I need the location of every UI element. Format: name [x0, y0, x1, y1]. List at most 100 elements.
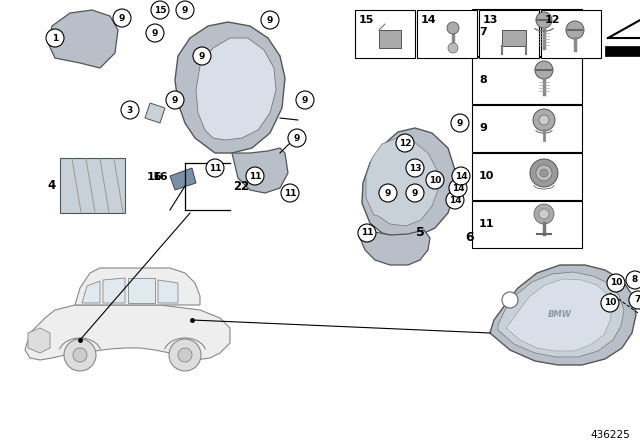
Text: 16: 16 [147, 172, 162, 182]
Circle shape [566, 21, 584, 39]
Text: 7: 7 [479, 27, 486, 37]
Text: 11: 11 [249, 172, 261, 181]
Bar [355, 10, 415, 58]
Polygon shape [82, 281, 100, 303]
Polygon shape [498, 272, 624, 357]
Circle shape [426, 171, 444, 189]
Circle shape [601, 294, 619, 312]
Polygon shape [196, 38, 276, 140]
Text: 9: 9 [267, 16, 273, 25]
Bar [541, 10, 601, 58]
Text: 9: 9 [479, 123, 487, 133]
Circle shape [629, 291, 640, 309]
Circle shape [261, 11, 279, 29]
Circle shape [534, 204, 554, 224]
Circle shape [406, 184, 424, 202]
Text: 9: 9 [152, 29, 158, 38]
Circle shape [448, 43, 458, 53]
Circle shape [166, 91, 184, 109]
Text: 10: 10 [604, 298, 616, 307]
Circle shape [540, 169, 548, 177]
Text: 9: 9 [199, 52, 205, 60]
Text: 11: 11 [479, 219, 495, 229]
Circle shape [146, 24, 164, 42]
Circle shape [533, 109, 555, 131]
Bar [479, 10, 539, 58]
Text: BMW: BMW [548, 310, 572, 319]
Circle shape [626, 271, 640, 289]
Text: 9: 9 [412, 189, 418, 198]
Bar [472, 105, 582, 152]
Circle shape [178, 348, 192, 362]
Polygon shape [490, 265, 636, 365]
Text: 12: 12 [399, 138, 412, 147]
Circle shape [536, 12, 552, 28]
Polygon shape [158, 280, 178, 303]
Circle shape [379, 184, 397, 202]
Circle shape [288, 129, 306, 147]
Text: 11: 11 [209, 164, 221, 172]
Bar [472, 9, 582, 56]
Circle shape [193, 47, 211, 65]
Circle shape [406, 159, 424, 177]
Text: 10: 10 [479, 171, 494, 181]
Text: 4: 4 [48, 178, 56, 191]
Circle shape [452, 167, 470, 185]
Circle shape [64, 339, 96, 371]
Bar [379, 30, 401, 48]
Circle shape [46, 29, 64, 47]
Text: 10: 10 [429, 176, 441, 185]
Text: 5: 5 [415, 227, 424, 240]
Text: 436225: 436225 [590, 430, 630, 440]
Text: 1: 1 [52, 34, 58, 43]
Circle shape [607, 274, 625, 292]
Polygon shape [103, 278, 125, 303]
Text: 14: 14 [421, 15, 436, 25]
Circle shape [449, 179, 467, 197]
Polygon shape [362, 128, 455, 238]
Text: 6: 6 [466, 232, 474, 245]
Polygon shape [145, 103, 165, 123]
Text: 11: 11 [361, 228, 373, 237]
Text: 10: 10 [610, 279, 622, 288]
Circle shape [530, 159, 558, 187]
Bar [502, 30, 526, 46]
Circle shape [281, 184, 299, 202]
Circle shape [176, 1, 194, 19]
Polygon shape [48, 10, 118, 68]
Text: 14: 14 [454, 172, 467, 181]
Polygon shape [175, 22, 285, 153]
Text: 9: 9 [182, 5, 188, 14]
Circle shape [396, 134, 414, 152]
Circle shape [446, 191, 464, 209]
Circle shape [535, 61, 553, 79]
Bar [60, 158, 125, 213]
Circle shape [539, 115, 549, 125]
Text: 9: 9 [119, 13, 125, 22]
Circle shape [206, 159, 224, 177]
Text: 16: 16 [152, 172, 168, 182]
Text: 2: 2 [240, 180, 248, 193]
Text: 9: 9 [302, 95, 308, 104]
Polygon shape [128, 278, 155, 303]
Text: 8: 8 [479, 75, 486, 85]
Text: 9: 9 [294, 134, 300, 142]
Polygon shape [28, 328, 50, 353]
Text: 11: 11 [284, 189, 296, 198]
Polygon shape [360, 228, 430, 265]
Polygon shape [170, 168, 196, 190]
Text: 14: 14 [452, 184, 464, 193]
Circle shape [296, 91, 314, 109]
Text: 3: 3 [127, 106, 133, 115]
Text: 2: 2 [233, 180, 241, 193]
Circle shape [73, 348, 87, 362]
Text: 9: 9 [385, 189, 391, 198]
Bar [417, 10, 477, 58]
Text: 9: 9 [172, 95, 178, 104]
Circle shape [447, 22, 459, 34]
Text: 13: 13 [483, 15, 499, 25]
Circle shape [451, 114, 469, 132]
Circle shape [502, 292, 518, 308]
Polygon shape [232, 148, 288, 193]
Circle shape [113, 9, 131, 27]
